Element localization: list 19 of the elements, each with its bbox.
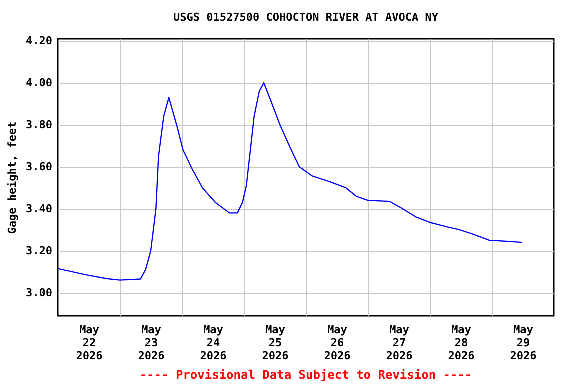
x-tick-label: May 28 2026 <box>448 324 476 362</box>
y-tick-label: 4.20 <box>26 34 52 48</box>
y-tick-label: 3.80 <box>26 118 52 132</box>
x-tick-label: May 29 2026 <box>510 324 538 362</box>
chart-title: USGS 01527500 COHOCTON RIVER AT AVOCA NY <box>174 11 439 24</box>
x-tick-label: May 25 2026 <box>262 324 290 362</box>
y-tick-label: 3.00 <box>26 286 52 300</box>
line-series <box>58 82 523 281</box>
y-tick-label: 3.60 <box>26 160 52 174</box>
y-tick-label: 4.00 <box>26 76 52 90</box>
x-tick-label: May 26 2026 <box>324 324 352 362</box>
y-axis-title: Gage height, feet <box>6 122 20 234</box>
y-tick-label: 3.40 <box>26 202 52 216</box>
x-tick-label: May 22 2026 <box>76 324 104 362</box>
y-tick-label: 3.20 <box>26 244 52 258</box>
x-tick-label: May 24 2026 <box>200 324 228 362</box>
x-tick-label: May 27 2026 <box>386 324 414 362</box>
text: ---- Provisional Data Subject to Revision ---- <box>140 368 472 382</box>
x-tick-label: May 23 2026 <box>138 324 166 362</box>
